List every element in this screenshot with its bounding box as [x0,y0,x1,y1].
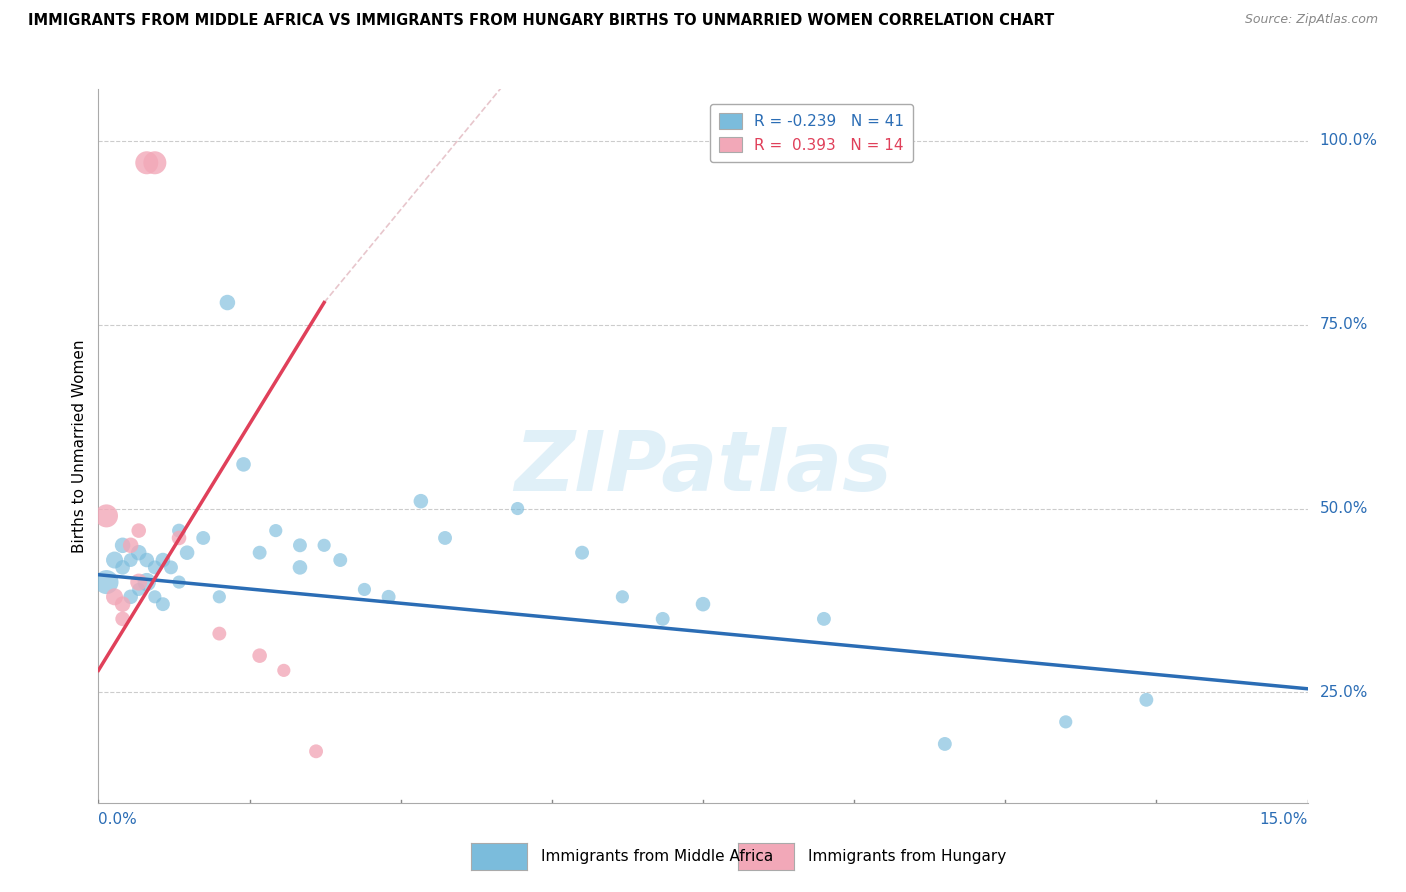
Point [249,546,271,560]
Text: 15.0%: 15.0% [1260,812,1308,827]
Point [103,590,125,604]
Text: 0.0%: 0.0% [98,812,138,827]
Point [612,590,634,604]
Point [434,531,457,545]
Point [249,648,271,663]
Point [813,612,835,626]
Point [288,560,311,574]
Text: ZIPatlas: ZIPatlas [515,427,891,508]
Point [111,597,134,611]
Point [111,538,134,552]
Point [1054,714,1077,729]
Point [193,531,215,545]
Point [273,664,295,678]
Text: Source: ZipAtlas.com: Source: ZipAtlas.com [1244,13,1378,27]
Text: Immigrants from Middle Africa: Immigrants from Middle Africa [541,849,773,863]
Point [128,582,150,597]
Point [692,597,714,611]
Point [120,590,142,604]
Point [232,458,254,472]
Text: 100.0%: 100.0% [1320,133,1378,148]
Point [103,553,125,567]
Text: IMMIGRANTS FROM MIDDLE AFRICA VS IMMIGRANTS FROM HUNGARY BIRTHS TO UNMARRIED WOM: IMMIGRANTS FROM MIDDLE AFRICA VS IMMIGRA… [28,13,1054,29]
Point [208,590,231,604]
Point [208,626,231,640]
Text: 75.0%: 75.0% [1320,318,1368,332]
Legend: R = -0.239   N = 41, R =  0.393   N = 14: R = -0.239 N = 41, R = 0.393 N = 14 [710,104,912,162]
Point [128,575,150,590]
Point [120,538,142,552]
Point [160,560,183,574]
Point [128,524,150,538]
Point [96,508,118,523]
Point [167,524,190,538]
Point [409,494,432,508]
Text: 25.0%: 25.0% [1320,685,1368,700]
Point [135,553,157,567]
Point [305,744,328,758]
Point [111,612,134,626]
Point [329,553,352,567]
Point [217,295,239,310]
Point [152,597,174,611]
Point [1135,693,1157,707]
Point [176,546,198,560]
Point [111,560,134,574]
Point [934,737,956,751]
Text: 50.0%: 50.0% [1320,501,1368,516]
Point [506,501,529,516]
Point [167,531,190,545]
Point [96,575,118,590]
Text: Immigrants from Hungary: Immigrants from Hungary [808,849,1007,863]
Point [288,538,311,552]
Point [143,560,166,574]
Point [143,590,166,604]
Point [651,612,673,626]
Point [314,538,336,552]
Point [377,590,399,604]
Point [120,553,142,567]
Point [167,575,190,590]
Y-axis label: Births to Unmarried Women: Births to Unmarried Women [72,339,87,553]
Point [128,546,150,560]
Point [152,553,174,567]
Point [571,546,593,560]
Point [135,575,157,590]
Point [353,582,375,597]
Point [135,155,157,169]
Point [143,155,166,169]
Point [264,524,287,538]
